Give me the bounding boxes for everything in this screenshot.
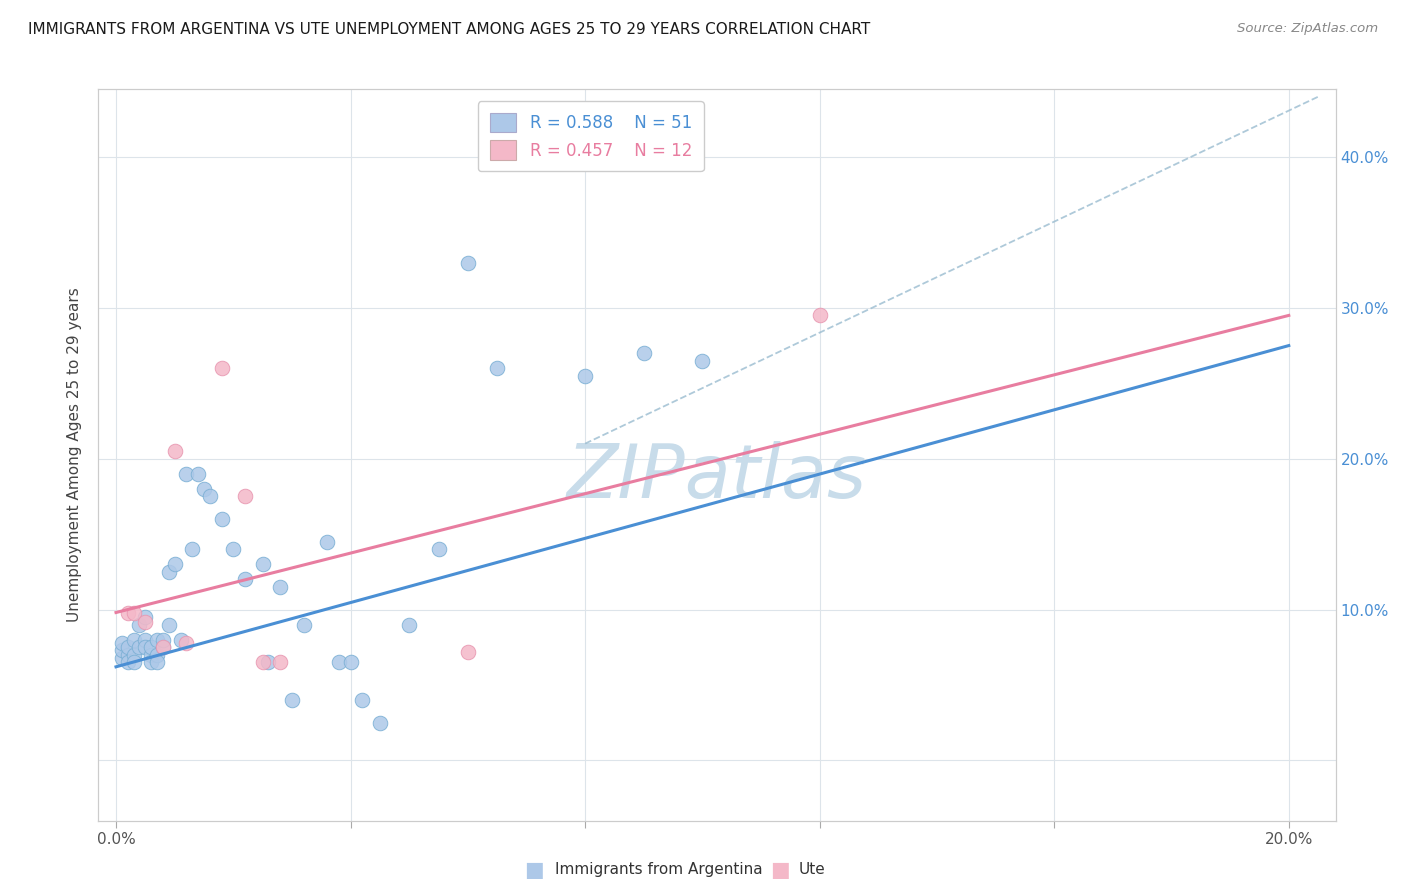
Point [328, 655, 350, 669]
Point [122, 648, 145, 662]
Point [176, 635, 198, 649]
Text: Immigrants from Argentina: Immigrants from Argentina [555, 863, 763, 877]
Text: Source: ZipAtlas.com: Source: ZipAtlas.com [1237, 22, 1378, 36]
Point [198, 489, 221, 503]
Y-axis label: Unemployment Among Ages 25 to 29 years: Unemployment Among Ages 25 to 29 years [67, 287, 83, 623]
Point [169, 632, 191, 647]
Point [211, 512, 233, 526]
Point [193, 482, 215, 496]
Point [457, 255, 479, 269]
Point [146, 648, 169, 662]
Point [457, 645, 479, 659]
Text: Ute: Ute [799, 863, 825, 877]
Point [233, 572, 256, 586]
Point [157, 617, 180, 632]
Point [122, 606, 145, 620]
Point [111, 650, 134, 665]
Text: ■: ■ [524, 860, 544, 880]
Point [141, 648, 163, 662]
Point [134, 640, 156, 655]
Point [187, 467, 209, 481]
Point [111, 635, 134, 649]
Point [211, 361, 233, 376]
Point [146, 655, 169, 669]
Point [292, 617, 315, 632]
Point [257, 655, 280, 669]
Point [281, 693, 304, 707]
Point [181, 542, 204, 557]
Point [398, 617, 420, 632]
Point [117, 648, 139, 662]
Point [163, 444, 186, 458]
Point [122, 632, 145, 647]
Point [152, 640, 174, 655]
Point [233, 489, 256, 503]
Point [157, 565, 180, 579]
Point [141, 655, 163, 669]
Point [269, 655, 291, 669]
Point [368, 715, 391, 730]
Point [269, 580, 291, 594]
Point [692, 353, 714, 368]
Point [176, 467, 198, 481]
Text: ■: ■ [770, 860, 790, 880]
Point [252, 655, 274, 669]
Point [152, 640, 174, 655]
Legend: R = 0.588    N = 51, R = 0.457    N = 12: R = 0.588 N = 51, R = 0.457 N = 12 [478, 101, 703, 171]
Point [141, 640, 163, 655]
Point [117, 655, 139, 669]
Point [117, 640, 139, 655]
Point [222, 542, 245, 557]
Text: IMMIGRANTS FROM ARGENTINA VS UTE UNEMPLOYMENT AMONG AGES 25 TO 29 YEARS CORRELAT: IMMIGRANTS FROM ARGENTINA VS UTE UNEMPLO… [28, 22, 870, 37]
Point [117, 606, 139, 620]
Point [633, 346, 655, 360]
Point [252, 558, 274, 572]
Point [163, 558, 186, 572]
Point [111, 643, 134, 657]
Text: ZIPatlas: ZIPatlas [567, 441, 868, 513]
Point [134, 610, 156, 624]
Point [128, 617, 150, 632]
Point [128, 640, 150, 655]
Point [574, 368, 596, 383]
Point [339, 655, 361, 669]
Point [352, 693, 374, 707]
Point [316, 534, 339, 549]
Point [134, 632, 156, 647]
Point [486, 361, 509, 376]
Point [152, 632, 174, 647]
Point [134, 615, 156, 629]
Point [122, 655, 145, 669]
Point [427, 542, 450, 557]
Point [146, 632, 169, 647]
Point [808, 309, 831, 323]
